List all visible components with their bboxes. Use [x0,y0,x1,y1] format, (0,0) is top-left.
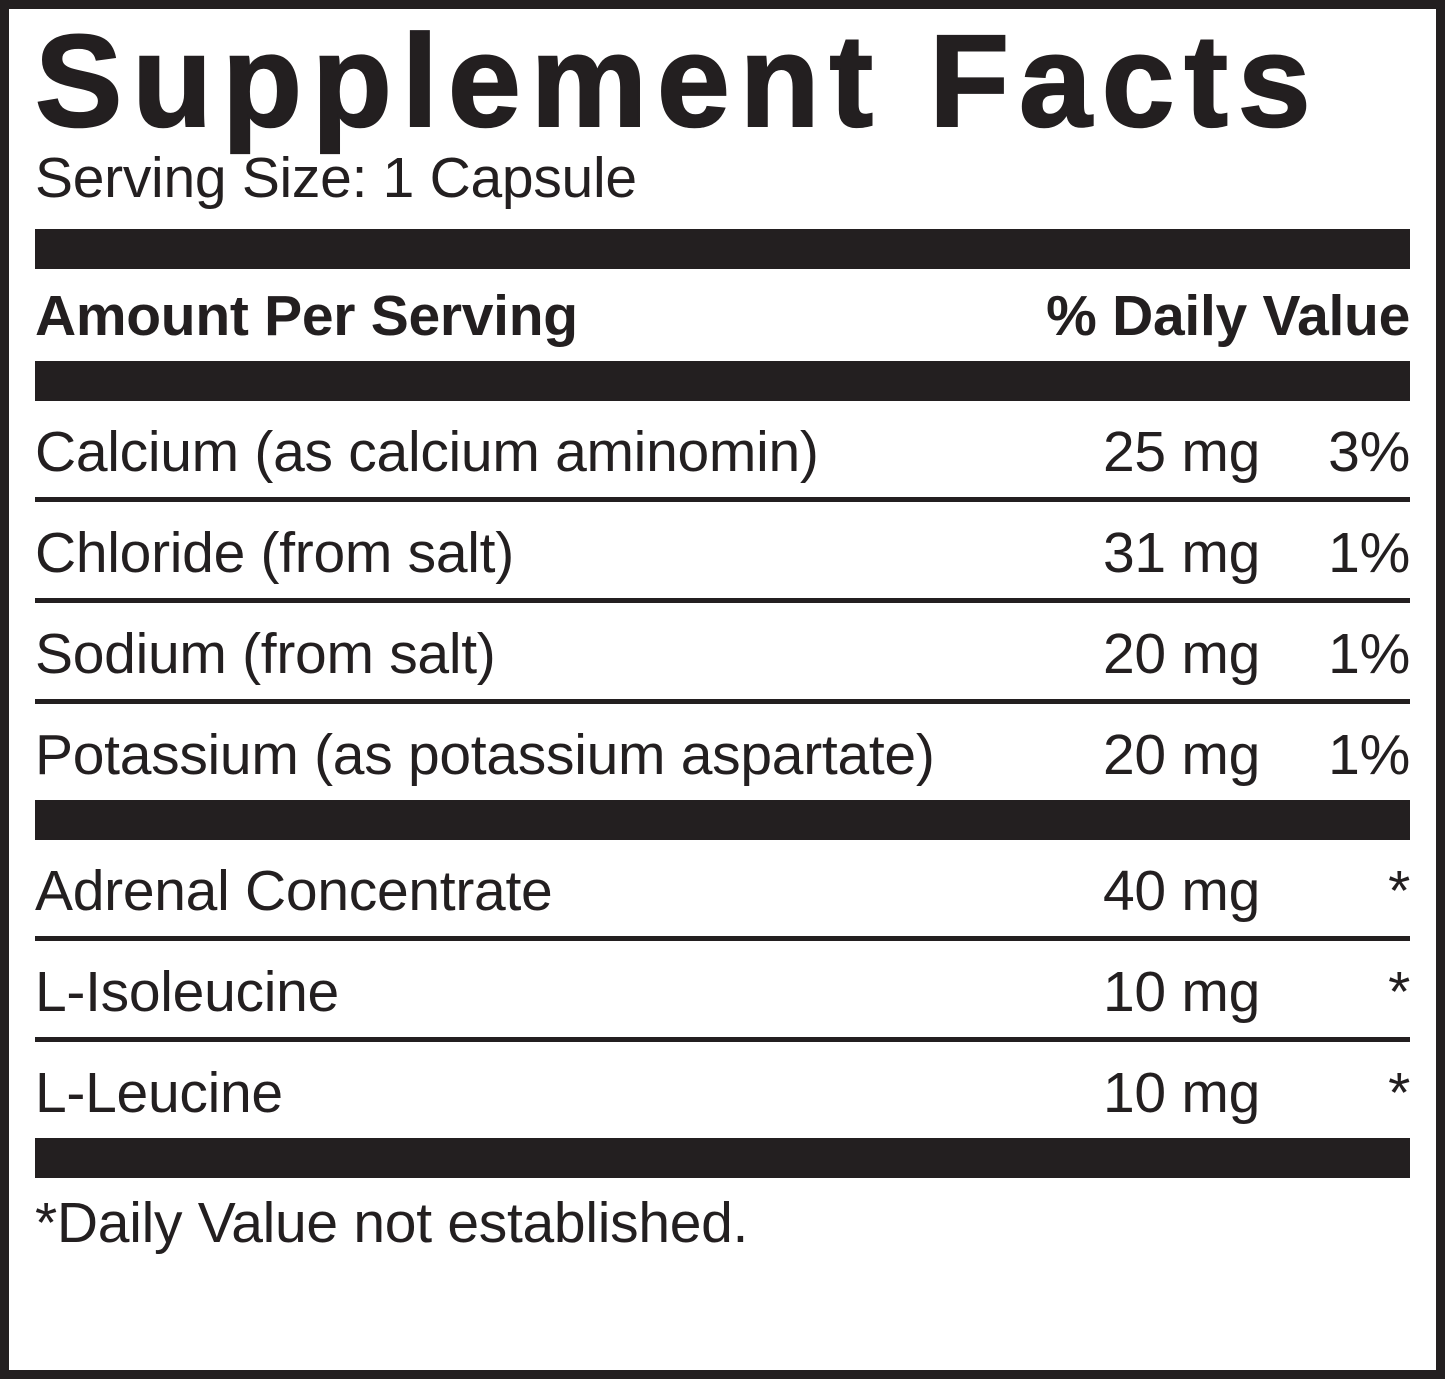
nutrient-amount: 10 mg [1000,959,1260,1025]
nutrient-name: Adrenal Concentrate [35,858,1000,924]
nutrient-amount: 10 mg [1000,1060,1260,1126]
divider-bar [35,229,1410,269]
nutrient-daily-value: 1% [1260,621,1410,687]
divider-bar [35,1138,1410,1178]
nutrient-daily-value: 1% [1260,722,1410,788]
column-headers: Amount Per Serving % Daily Value [35,269,1410,361]
serving-size: Serving Size: 1 Capsule [35,146,1410,229]
nutrient-row: Potassium (as potassium aspartate)20 mg1… [35,699,1410,800]
nutrient-daily-value: 3% [1260,419,1410,485]
nutrient-row: Chloride (from salt)31 mg1% [35,497,1410,598]
nutrient-amount: 20 mg [1000,621,1260,687]
nutrient-name: Sodium (from salt) [35,621,1000,687]
panel-title: Supplement Facts [35,9,1410,146]
nutrient-amount: 40 mg [1000,858,1260,924]
nutrient-section-minerals: Calcium (as calcium aminomin)25 mg3%Chlo… [35,401,1410,800]
nutrient-amount: 25 mg [1000,419,1260,485]
column-header-amount: Amount Per Serving [35,283,1046,349]
nutrient-name: Potassium (as potassium aspartate) [35,722,1000,788]
divider-bar [35,361,1410,401]
nutrient-name: Chloride (from salt) [35,520,1000,586]
nutrient-row: L-Leucine10 mg* [35,1037,1410,1138]
nutrient-row: Calcium (as calcium aminomin)25 mg3% [35,401,1410,497]
nutrient-amount: 20 mg [1000,722,1260,788]
nutrient-daily-value: * [1260,858,1410,924]
nutrient-daily-value: * [1260,959,1410,1025]
nutrient-name: L-Leucine [35,1060,1000,1126]
nutrient-row: L-Isoleucine10 mg* [35,936,1410,1037]
nutrient-row: Sodium (from salt)20 mg1% [35,598,1410,699]
nutrient-name: L-Isoleucine [35,959,1000,1025]
nutrient-section-other: Adrenal Concentrate40 mg*L-Isoleucine10 … [35,840,1410,1138]
supplement-facts-panel: Supplement Facts Serving Size: 1 Capsule… [0,0,1445,1379]
nutrient-daily-value: * [1260,1060,1410,1126]
divider-bar [35,800,1410,840]
nutrient-daily-value: 1% [1260,520,1410,586]
nutrient-amount: 31 mg [1000,520,1260,586]
nutrient-name: Calcium (as calcium aminomin) [35,419,1000,485]
footnote: *Daily Value not established. [35,1178,1410,1270]
nutrient-row: Adrenal Concentrate40 mg* [35,840,1410,936]
column-header-dv: % Daily Value [1046,283,1410,349]
